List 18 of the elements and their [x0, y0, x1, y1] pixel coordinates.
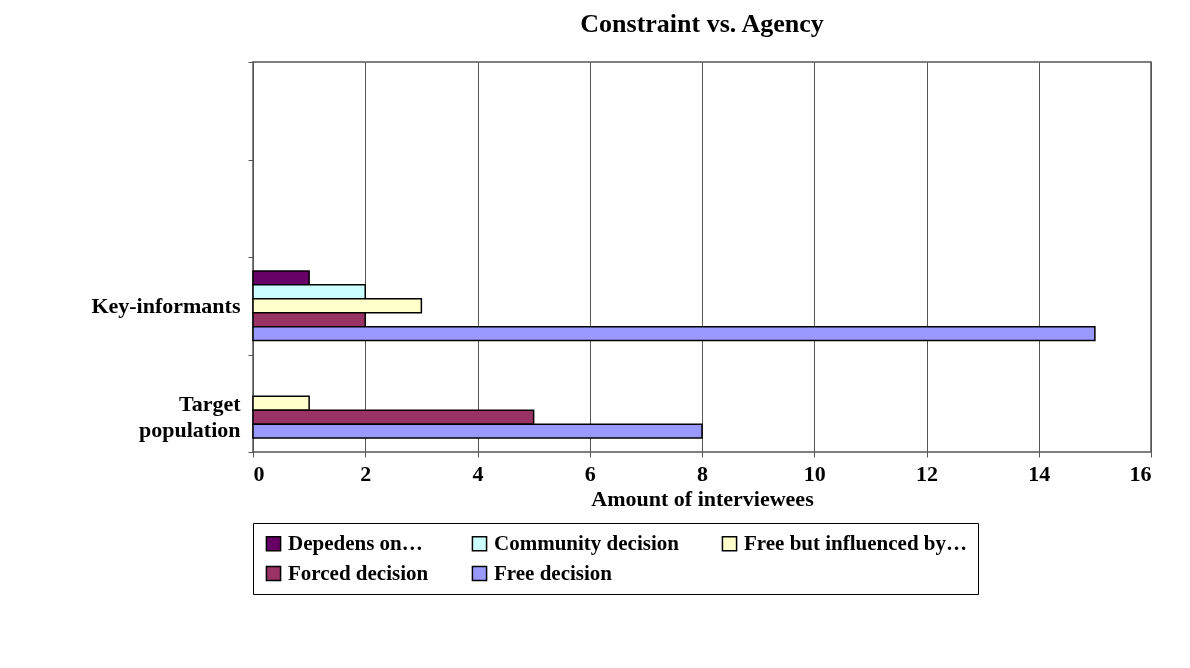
x-tick-label: 0 [253, 460, 265, 486]
y-tick-label: Key-informants [91, 293, 241, 319]
legend-label: Free decision [494, 560, 613, 585]
x-tick-label: 8 [697, 460, 708, 486]
y-tick-label: Target population [139, 390, 242, 442]
legend-label: Free but influenced by… [744, 530, 968, 555]
x-tick-label: 10 [803, 460, 826, 486]
x-tick-label: 12 [916, 460, 938, 486]
x-tick-label: 2 [360, 460, 372, 486]
x-tick-label: 6 [584, 460, 596, 486]
legend-label: Depedens on… [288, 530, 423, 555]
x-tick-label: 16 [1129, 460, 1152, 486]
legend-label: Forced decision [288, 560, 429, 585]
x-tick-label: 14 [1028, 460, 1051, 486]
x-axis-title: Amount of interviewees [591, 485, 815, 511]
legend-label: Community decision [494, 530, 680, 555]
chart-title: Constraint vs. Agency [580, 9, 824, 38]
x-tick-label: 4 [472, 460, 484, 486]
